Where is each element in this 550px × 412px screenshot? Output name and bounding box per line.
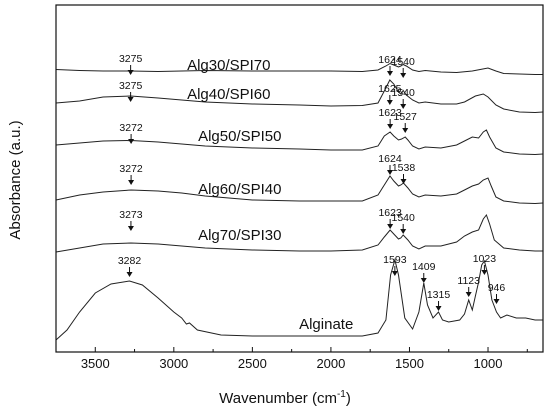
- peak-label: 1623: [378, 207, 402, 219]
- series-labels: Alg30/SPI70 Alg40/SPI60 Alg50/SPI50 Alg60/S…: [187, 57, 353, 333]
- x-axis-ticks: 3500 3000 2500 2000 1500 1000: [55, 347, 528, 371]
- peak-arrow-head: [400, 179, 407, 184]
- series-label-alg30-spi70: Alg30/SPI70: [187, 57, 270, 74]
- peak-arrow-head: [435, 306, 442, 311]
- x-tick-label: 1500: [395, 356, 424, 371]
- peak-marker-alg30-spi70-1540: 1540: [392, 56, 416, 78]
- series-line-alg50-spi50: [55, 129, 544, 156]
- peak-marker-alginate-1409: 1409: [412, 261, 436, 283]
- peak-label: 946: [488, 282, 506, 294]
- peak-arrow-head: [127, 70, 134, 75]
- peak-arrow-head: [127, 97, 134, 102]
- peak-label: 1625: [378, 83, 402, 95]
- peak-label: 1409: [412, 261, 436, 273]
- peak-marker-alg30-spi70-3275: 3275: [119, 53, 143, 75]
- x-tick-label: 3500: [81, 356, 110, 371]
- peak-marker-alg60-spi40-3272: 3272: [119, 163, 143, 185]
- plot-frame: [55, 4, 544, 353]
- peak-arrow-head: [400, 229, 407, 234]
- peak-marker-alg50-spi50-1623: 1623: [378, 107, 402, 129]
- peak-label: 3273: [119, 209, 143, 221]
- peak-arrow-head: [387, 124, 394, 129]
- peak-label: 3275: [119, 80, 143, 92]
- peak-arrow-head: [386, 100, 393, 105]
- peak-arrow-head: [481, 270, 488, 275]
- peak-marker-alg40-spi60-1540: 1540: [392, 87, 416, 109]
- x-axis-title-superscript: -1: [337, 389, 346, 400]
- series-label-alginate: Alginate: [299, 316, 353, 333]
- peak-marker-alg60-spi40-1624: 1624: [378, 153, 402, 175]
- peak-label: 1538: [392, 162, 416, 174]
- peak-label: 3275: [119, 53, 143, 65]
- peak-arrow-head: [402, 128, 409, 133]
- peak-label: 1527: [394, 111, 418, 123]
- series-label-alg40-spi60: Alg40/SPI60: [187, 86, 270, 103]
- y-axis-title: Absorbance (a.u.): [7, 120, 24, 239]
- peak-arrow-head: [387, 224, 394, 229]
- peak-label: 1123: [457, 275, 480, 287]
- peak-marker-alginate-946: 946: [488, 282, 506, 304]
- peak-arrow-head: [400, 73, 407, 78]
- peak-marker-alg50-spi50-3272: 3272: [119, 122, 143, 144]
- x-axis-title: Wavenumber (cm-1): [219, 389, 351, 407]
- peak-arrow-head: [420, 278, 427, 283]
- peak-marker-alginate-1315: 1315: [427, 289, 451, 311]
- peak-marker-alginate-1023: 1023: [473, 253, 497, 275]
- peak-arrow-head: [386, 170, 393, 175]
- series-line-alg30-spi70: [55, 62, 543, 75]
- peak-label: 1593: [383, 254, 407, 266]
- peak-label: 1540: [392, 56, 416, 68]
- peak-marker-alg50-spi50-1527: 1527: [394, 111, 418, 133]
- x-tick-label: 2500: [238, 356, 267, 371]
- series-line-alg40-spi60: [55, 79, 544, 114]
- series-label-alg60-spi40: Alg60/SPI40: [198, 181, 281, 198]
- peak-arrow-head: [386, 71, 393, 76]
- peak-label: 3282: [118, 255, 142, 267]
- peak-arrow-head: [128, 180, 135, 185]
- series-line-alginate: [55, 258, 543, 341]
- peak-label: 1624: [378, 54, 402, 66]
- peak-label: 3272: [119, 163, 143, 175]
- peak-arrow-head: [493, 299, 500, 304]
- peak-marker-alg60-spi40-1538: 1538: [392, 162, 416, 184]
- x-tick-label: 3000: [159, 356, 188, 371]
- peak-label: 1624: [378, 153, 402, 165]
- peak-arrow-head: [391, 271, 398, 276]
- peak-label: 1623: [378, 107, 402, 119]
- peak-label: 3272: [119, 122, 143, 134]
- peak-marker-alg70-spi30-1540: 1540: [392, 212, 416, 234]
- peak-arrow-head: [400, 104, 407, 109]
- x-axis-title-close: ): [346, 390, 351, 407]
- peak-arrow-head: [126, 272, 133, 277]
- peak-marker-alg30-spi70-1624: 1624: [378, 54, 402, 76]
- series-label-alg50-spi50: Alg50/SPI50: [198, 128, 281, 145]
- peak-arrow-head: [465, 292, 472, 297]
- peak-label: 1540: [392, 87, 416, 99]
- peak-label: 1023: [473, 253, 497, 265]
- peak-marker-alginate-3282: 3282: [118, 255, 142, 277]
- x-tick-label: 1000: [474, 356, 503, 371]
- peak-arrow-head: [128, 139, 135, 144]
- peak-marker-alg70-spi30-1623: 1623: [378, 207, 402, 229]
- peak-marker-alginate-1123: 1123: [457, 275, 480, 297]
- series-line-alg70-spi30: [55, 213, 543, 253]
- peak-label: 1315: [427, 289, 451, 301]
- series-label-alg70-spi30: Alg70/SPI30: [198, 227, 281, 244]
- x-tick-label: 2000: [316, 356, 345, 371]
- peak-arrow-head: [127, 226, 134, 231]
- peak-label: 1540: [392, 212, 416, 224]
- peak-marker-alginate-1593: 1593: [383, 254, 407, 276]
- peak-marker-alg40-spi60-1625: 1625: [378, 83, 402, 105]
- spectra-curves: [55, 62, 544, 341]
- peak-marker-alg40-spi60-3275: 3275: [119, 80, 143, 102]
- peak-marker-alg70-spi30-3273: 3273: [119, 209, 143, 231]
